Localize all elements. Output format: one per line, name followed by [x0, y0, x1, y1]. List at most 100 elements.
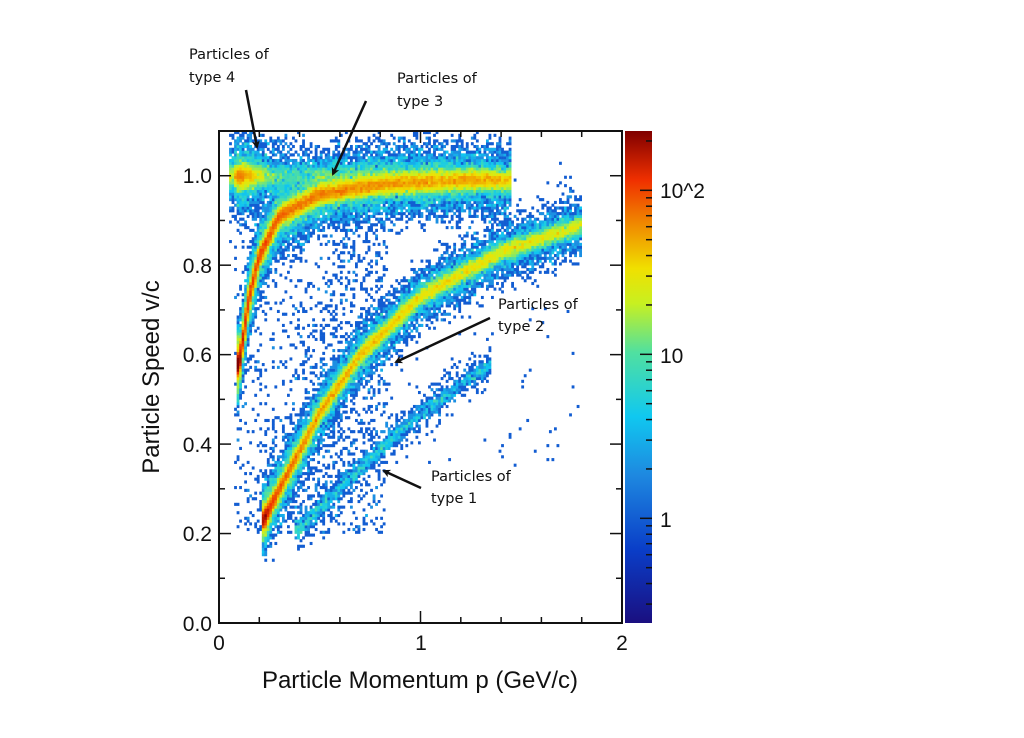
- histogram-bin: [435, 217, 439, 221]
- histogram-bin: [531, 251, 535, 255]
- histogram-bin: [377, 318, 381, 322]
- histogram-bin: [355, 472, 358, 476]
- histogram-bin: [390, 301, 394, 305]
- histogram-bin: [473, 267, 477, 272]
- histogram-bin: [329, 505, 333, 509]
- histogram-bin: [450, 251, 454, 255]
- histogram-bin: [279, 472, 283, 476]
- histogram-bin: [249, 273, 253, 277]
- histogram-bin: [236, 343, 240, 347]
- histogram-bin: [251, 217, 255, 221]
- histogram-bin: [433, 438, 436, 442]
- histogram-bin: [259, 234, 263, 238]
- histogram-bin: [327, 416, 331, 420]
- histogram-bin: [355, 480, 358, 484]
- histogram-bin: [302, 363, 305, 367]
- histogram-bin: [392, 346, 396, 350]
- histogram-bin: [261, 226, 265, 230]
- histogram-bin: [453, 270, 457, 274]
- histogram-bin: [526, 226, 530, 230]
- histogram-bin: [360, 326, 363, 330]
- histogram-bin: [342, 390, 346, 395]
- histogram-bin: [299, 460, 303, 464]
- histogram-bin: [576, 223, 580, 227]
- histogram-bin: [360, 371, 363, 375]
- histogram-bin: [566, 228, 570, 232]
- histogram-bin: [392, 318, 396, 322]
- histogram-bin: [297, 438, 300, 442]
- histogram-bin: [536, 284, 540, 288]
- histogram-bin: [349, 349, 353, 353]
- histogram-bin: [352, 279, 356, 283]
- histogram-bin: [355, 332, 358, 336]
- histogram-bin: [430, 402, 434, 406]
- histogram-bin: [256, 248, 260, 252]
- histogram-bin: [266, 242, 270, 246]
- histogram-bin: [304, 505, 308, 509]
- histogram-bin: [511, 262, 514, 266]
- histogram-bin: [239, 340, 242, 344]
- histogram-bin: [256, 281, 260, 286]
- histogram-bin: [292, 374, 295, 378]
- histogram-bin: [417, 279, 421, 283]
- histogram-bin: [470, 237, 474, 241]
- histogram-bin: [521, 240, 525, 244]
- histogram-bin: [246, 304, 250, 308]
- histogram-bin: [317, 438, 321, 442]
- histogram-bin: [362, 220, 366, 224]
- histogram-bin: [322, 494, 326, 498]
- histogram-bin: [334, 483, 338, 487]
- histogram-bin: [274, 228, 278, 232]
- histogram-bin: [450, 259, 454, 263]
- histogram-bin: [246, 307, 250, 311]
- histogram-bin: [531, 281, 535, 286]
- histogram-bin: [254, 256, 258, 260]
- histogram-bin: [329, 234, 333, 238]
- histogram-bin: [370, 418, 373, 423]
- histogram-bin: [334, 226, 338, 230]
- histogram-bin: [430, 382, 434, 386]
- histogram-bin: [465, 374, 469, 378]
- histogram-bin: [322, 276, 326, 280]
- histogram-bin: [405, 432, 409, 437]
- histogram-bin: [274, 245, 278, 249]
- histogram-bin: [332, 418, 336, 423]
- histogram-bin: [332, 377, 336, 381]
- histogram-bin: [292, 452, 295, 456]
- histogram-bin: [244, 287, 248, 291]
- histogram-bin: [402, 304, 406, 308]
- histogram-bin: [292, 480, 295, 484]
- histogram-bin: [236, 365, 240, 369]
- histogram-bin: [254, 491, 258, 495]
- histogram-bin: [415, 413, 419, 417]
- histogram-bin: [355, 390, 358, 395]
- histogram-bin: [483, 270, 487, 274]
- histogram-bin: [349, 483, 353, 487]
- histogram-bin: [254, 522, 258, 526]
- histogram-bin: [312, 318, 316, 322]
- histogram-bin: [395, 332, 399, 336]
- histogram-bin: [297, 444, 300, 448]
- histogram-bin: [281, 497, 285, 501]
- histogram-bin: [347, 374, 351, 378]
- histogram-bin: [322, 228, 326, 232]
- histogram-bin: [274, 508, 278, 512]
- histogram-bin: [271, 474, 275, 478]
- histogram-bin: [528, 251, 532, 255]
- histogram-bin: [324, 371, 328, 375]
- histogram-bin: [360, 421, 363, 425]
- histogram-bin: [339, 385, 343, 389]
- histogram-bin: [334, 363, 338, 367]
- histogram-bin: [425, 281, 429, 286]
- histogram-bin: [347, 477, 351, 481]
- histogram-bin: [385, 251, 389, 255]
- histogram-bin: [332, 396, 336, 400]
- histogram-bin: [372, 323, 376, 327]
- histogram-bin: [470, 290, 474, 294]
- histogram-bin: [344, 337, 348, 341]
- histogram-bin: [485, 371, 489, 375]
- histogram-bin: [271, 441, 275, 445]
- histogram-bin: [375, 404, 378, 409]
- histogram-bin: [415, 293, 419, 297]
- histogram-bin: [473, 273, 477, 277]
